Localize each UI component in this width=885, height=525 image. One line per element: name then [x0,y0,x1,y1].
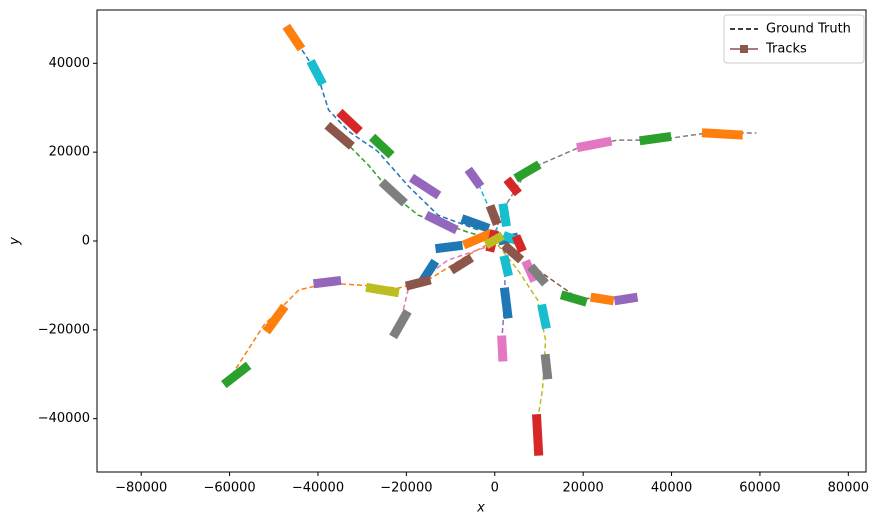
track [497,335,508,362]
track [540,353,553,380]
x-tick-label: 60000 [739,481,780,496]
track [559,290,588,307]
track [511,234,527,254]
legend-marker [740,45,748,53]
track [262,303,289,335]
track [448,253,474,275]
track [701,128,744,140]
x-tick-label: −80000 [115,481,167,496]
y-tick-label: 20000 [49,145,90,160]
track [282,23,306,52]
track [404,275,432,291]
track [424,210,459,235]
x-tick-label: 0 [491,481,499,496]
track [434,240,464,254]
track [503,176,522,197]
track [365,282,400,298]
track [527,263,549,287]
track [499,287,513,319]
x-tick-label: 20000 [562,481,603,496]
legend: Ground Truth Tracks [723,14,865,64]
track [513,160,542,183]
y-tick-label: 40000 [49,56,90,71]
track [369,133,395,159]
x-tick-label: −60000 [203,481,255,496]
legend-label: Tracks [765,42,807,57]
track [324,121,355,150]
track [461,228,494,250]
y-tick-label: −20000 [38,322,90,337]
track [537,303,551,330]
x-axis-label: x [476,501,485,516]
track [312,275,342,289]
track [499,254,513,278]
legend-label: Ground Truth [766,22,851,37]
track [306,59,327,87]
x-tick-label: −40000 [292,481,344,496]
track [501,241,525,264]
track [498,202,511,228]
ground-truth-line [332,129,488,239]
y-axis-label: y [8,237,23,246]
track [408,173,442,200]
track [221,361,252,389]
plot-area [221,23,757,456]
track [613,292,639,306]
y-tick-label: −40000 [38,411,90,426]
track [485,204,502,226]
x-tick-label: 40000 [651,481,692,496]
track [639,131,672,146]
track [389,309,412,340]
track [532,413,544,456]
ground-truth-line [475,177,499,241]
track [378,178,408,207]
y-tick-label: 0 [82,234,90,249]
legend-box [723,14,865,64]
x-tick-label: −20000 [380,481,432,496]
track [464,166,485,190]
ground-truth-line [497,244,547,450]
x-tick-label: 80000 [828,481,869,496]
track [460,214,491,233]
track [483,231,505,249]
track [336,108,363,135]
track [589,292,615,306]
track [576,136,613,153]
